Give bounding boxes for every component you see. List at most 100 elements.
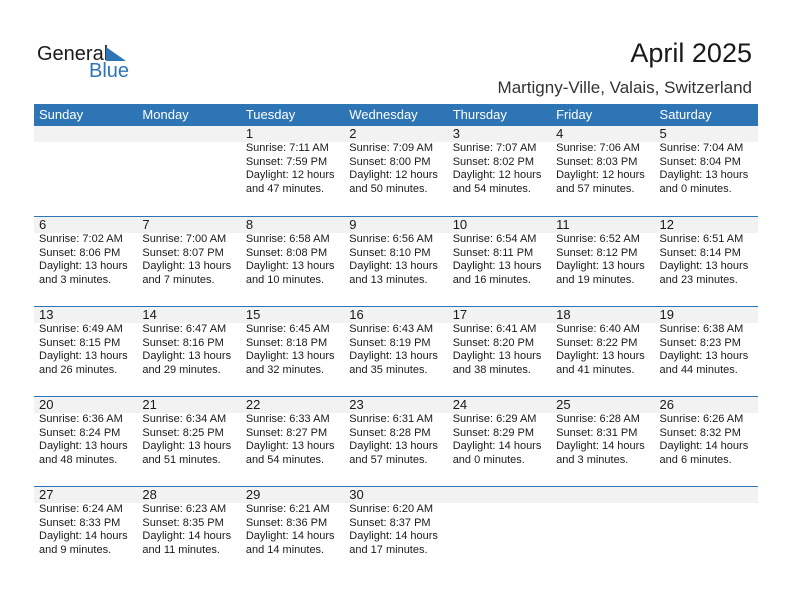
daylight-text: Daylight: 13 hours	[142, 440, 232, 452]
sunrise-text: Sunrise: 6:24 AM	[39, 503, 123, 515]
daylight-text: Daylight: 12 hours	[556, 169, 645, 181]
day-cell: 14 Sunrise: 6:47 AM Sunset: 8:16 PM Dayligh…	[137, 307, 240, 396]
daylight-text: Daylight: 14 hours	[39, 530, 128, 542]
day-number: 23	[349, 397, 364, 412]
logo-word-blue: Blue	[89, 60, 130, 82]
daylight-text: Daylight: 13 hours	[556, 260, 645, 272]
day-number: 14	[142, 307, 157, 322]
calendar: Sunday Monday Tuesday Wednesday Thursday Frid…	[34, 104, 758, 576]
sunset-text: Sunset: 8:02 PM	[452, 155, 535, 168]
day-cell: 3 Sunrise: 7:07 AM Sunset: 8:02 PM Daylight…	[448, 126, 551, 216]
day-cell: 5 Sunrise: 7:04 AM Sunset: 8:04 PM Daylight…	[655, 126, 758, 216]
day-number: 20	[39, 397, 54, 412]
day-cell: 2 Sunrise: 7:09 AM Sunset: 8:00 PM Daylight…	[344, 126, 447, 216]
day-number: 19	[659, 307, 674, 322]
daylight-minutes-text: and 57 minutes.	[349, 453, 428, 466]
sunset-text: Sunset: 8:08 PM	[245, 246, 328, 259]
daylight-minutes-text: and 29 minutes.	[142, 363, 221, 376]
sunset-text: Sunset: 8:04 PM	[659, 155, 741, 168]
daylight-text: Daylight: 13 hours	[556, 350, 645, 362]
sunset-text: Sunset: 8:33 PM	[39, 516, 121, 529]
daylight-minutes-text: and 54 minutes.	[245, 453, 325, 466]
daylight-minutes-text: and 44 minutes.	[659, 363, 738, 376]
logo-triangle-icon	[106, 47, 126, 61]
daylight-minutes-text: and 0 minutes.	[452, 453, 525, 466]
sunrise-text: Sunrise: 6:33 AM	[245, 413, 330, 425]
sunset-text: Sunset: 8:15 PM	[39, 336, 121, 349]
daylight-text: Daylight: 13 hours	[245, 260, 335, 272]
sunrise-text: Sunrise: 6:56 AM	[349, 233, 434, 245]
day-cell: 8 Sunrise: 6:58 AM Sunset: 8:08 PM Daylight…	[241, 217, 344, 306]
day-number: 3	[452, 126, 460, 141]
calendar-week: 27 Sunrise: 6:24 AM Sunset: 8:33 PM Dayligh…	[34, 486, 758, 576]
day-number: 27	[39, 487, 54, 502]
weekday-sunday: Sunday	[39, 107, 84, 122]
sunrise-text: Sunrise: 7:07 AM	[452, 142, 537, 154]
sunset-text: Sunset: 8:28 PM	[349, 426, 431, 439]
sunrise-text: Sunrise: 7:04 AM	[659, 142, 744, 154]
day-number: 12	[659, 217, 674, 232]
day-cell: 28 Sunrise: 6:23 AM Sunset: 8:35 PM Dayligh…	[137, 487, 240, 576]
calendar-week: 13 Sunrise: 6:49 AM Sunset: 8:15 PM Dayligh…	[34, 306, 758, 396]
sunset-text: Sunset: 8:14 PM	[659, 246, 741, 259]
daylight-minutes-text: and 7 minutes.	[142, 273, 215, 286]
sunrise-text: Sunrise: 6:34 AM	[142, 413, 227, 425]
daylight-minutes-text: and 6 minutes.	[659, 453, 732, 466]
sunset-text: Sunset: 8:06 PM	[39, 246, 121, 259]
sunrise-text: Sunrise: 6:43 AM	[349, 323, 434, 335]
sunrise-text: Sunrise: 6:26 AM	[659, 413, 744, 425]
weekday-friday: Friday	[556, 107, 593, 122]
day-cell: 21 Sunrise: 6:34 AM Sunset: 8:25 PM Dayligh…	[137, 397, 240, 486]
daylight-text: Daylight: 12 hours	[349, 169, 438, 181]
sunrise-text: Sunrise: 7:06 AM	[556, 142, 640, 154]
day-number: 26	[659, 397, 674, 412]
sunrise-text: Sunrise: 6:29 AM	[452, 413, 537, 425]
page-title: April 2025	[630, 38, 752, 68]
daylight-text: Daylight: 14 hours	[245, 530, 335, 542]
daylight-minutes-text: and 14 minutes.	[245, 543, 325, 556]
day-cell: 26 Sunrise: 6:26 AM Sunset: 8:32 PM Dayligh…	[655, 397, 758, 486]
day-number-band	[34, 397, 758, 413]
day-number: 30	[349, 487, 364, 502]
daylight-minutes-text: and 41 minutes.	[556, 363, 635, 376]
day-cell: 25 Sunrise: 6:28 AM Sunset: 8:31 PM Dayligh…	[551, 397, 654, 486]
day-number: 17	[452, 307, 468, 322]
weekday-saturday: Saturday	[659, 107, 712, 122]
sunrise-text: Sunrise: 6:58 AM	[245, 233, 330, 245]
day-number: 5	[659, 126, 667, 141]
sunrise-text: Sunrise: 6:20 AM	[349, 503, 434, 515]
sunrise-text: Sunrise: 6:21 AM	[245, 503, 330, 515]
day-number: 2	[349, 126, 357, 141]
daylight-minutes-text: and 11 minutes.	[142, 543, 220, 556]
daylight-text: Daylight: 14 hours	[659, 440, 749, 452]
day-cell: 16 Sunrise: 6:43 AM Sunset: 8:19 PM Dayligh…	[344, 307, 447, 396]
sunrise-text: Sunrise: 6:45 AM	[245, 323, 330, 335]
sunset-text: Sunset: 8:23 PM	[659, 336, 741, 349]
day-cell: 30 Sunrise: 6:20 AM Sunset: 8:37 PM Dayligh…	[344, 487, 447, 576]
sunset-text: Sunset: 8:36 PM	[245, 516, 328, 529]
sunset-text: Sunset: 8:16 PM	[142, 336, 224, 349]
day-number: 16	[349, 307, 364, 322]
sunrise-text: Sunrise: 6:36 AM	[39, 413, 123, 425]
daylight-text: Daylight: 13 hours	[452, 350, 542, 362]
sunrise-text: Sunrise: 6:51 AM	[659, 233, 744, 245]
day-cell: 27 Sunrise: 6:24 AM Sunset: 8:33 PM Dayligh…	[34, 487, 137, 576]
location-subtitle: Martigny-Ville, Valais, Switzerland	[497, 78, 752, 97]
day-cell: 19 Sunrise: 6:38 AM Sunset: 8:23 PM Dayligh…	[655, 307, 758, 396]
sunset-text: Sunset: 7:59 PM	[245, 155, 328, 168]
empty-day-cell	[655, 487, 758, 576]
calendar-week: 20 Sunrise: 6:36 AM Sunset: 8:24 PM Dayligh…	[34, 396, 758, 486]
daylight-minutes-text: and 47 minutes.	[245, 182, 325, 195]
sunset-text: Sunset: 8:03 PM	[556, 155, 638, 168]
sunrise-text: Sunrise: 6:40 AM	[556, 323, 640, 335]
sunrise-text: Sunrise: 7:02 AM	[39, 233, 123, 245]
daylight-text: Daylight: 12 hours	[452, 169, 542, 181]
empty-day-cell	[137, 126, 240, 216]
sunset-text: Sunset: 8:10 PM	[349, 246, 431, 259]
daylight-minutes-text: and 10 minutes.	[245, 273, 325, 286]
daylight-minutes-text: and 51 minutes.	[142, 453, 221, 466]
daylight-text: Daylight: 13 hours	[39, 260, 128, 272]
day-number: 18	[556, 307, 571, 322]
sunrise-text: Sunrise: 6:47 AM	[142, 323, 227, 335]
day-cell: 13 Sunrise: 6:49 AM Sunset: 8:15 PM Dayligh…	[34, 307, 137, 396]
